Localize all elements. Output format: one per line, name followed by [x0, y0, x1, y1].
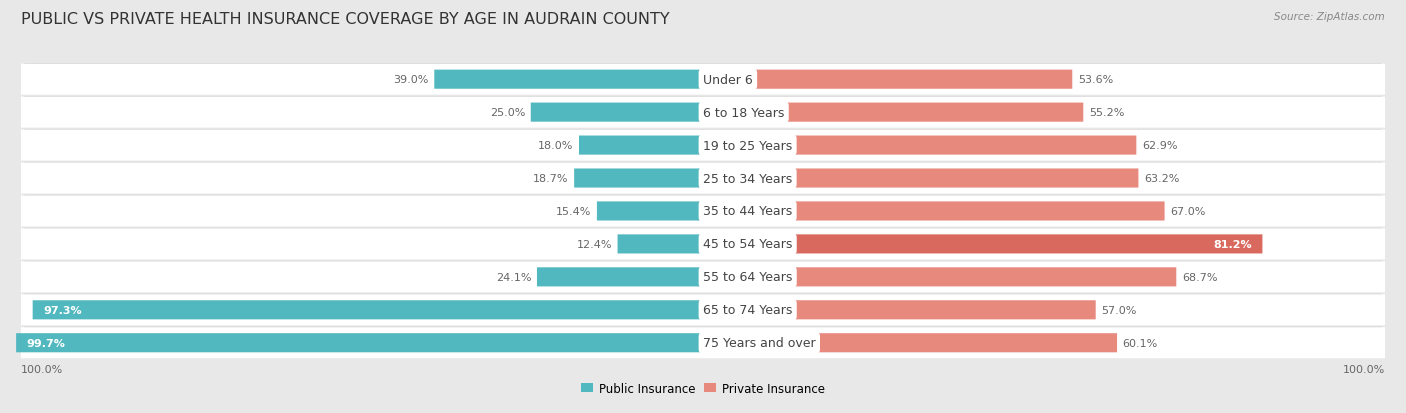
FancyBboxPatch shape — [24, 162, 1382, 193]
Text: 19 to 25 Years: 19 to 25 Years — [703, 139, 792, 152]
Text: 75 Years and over: 75 Years and over — [703, 337, 815, 349]
FancyBboxPatch shape — [21, 97, 1385, 128]
Text: Source: ZipAtlas.com: Source: ZipAtlas.com — [1274, 12, 1385, 22]
Text: 12.4%: 12.4% — [576, 239, 612, 249]
Text: 100.0%: 100.0% — [21, 364, 63, 374]
FancyBboxPatch shape — [703, 333, 1116, 352]
FancyBboxPatch shape — [24, 261, 1382, 292]
FancyBboxPatch shape — [15, 333, 703, 352]
FancyBboxPatch shape — [24, 195, 1382, 226]
FancyBboxPatch shape — [703, 301, 1095, 320]
Text: 39.0%: 39.0% — [394, 75, 429, 85]
Text: 55 to 64 Years: 55 to 64 Years — [703, 271, 793, 284]
FancyBboxPatch shape — [579, 136, 703, 155]
FancyBboxPatch shape — [21, 64, 1385, 95]
Text: 55.2%: 55.2% — [1088, 108, 1125, 118]
FancyBboxPatch shape — [531, 103, 703, 122]
FancyBboxPatch shape — [703, 136, 1136, 155]
Text: 35 to 44 Years: 35 to 44 Years — [703, 205, 792, 218]
Text: 99.7%: 99.7% — [27, 338, 65, 348]
Text: 45 to 54 Years: 45 to 54 Years — [703, 238, 793, 251]
Text: 81.2%: 81.2% — [1213, 239, 1253, 249]
FancyBboxPatch shape — [703, 169, 1139, 188]
FancyBboxPatch shape — [32, 301, 703, 320]
Text: 25.0%: 25.0% — [489, 108, 526, 118]
FancyBboxPatch shape — [434, 71, 703, 90]
FancyBboxPatch shape — [24, 64, 1382, 95]
FancyBboxPatch shape — [703, 268, 1177, 287]
FancyBboxPatch shape — [21, 262, 1385, 293]
Text: 25 to 34 Years: 25 to 34 Years — [703, 172, 792, 185]
Text: 100.0%: 100.0% — [1343, 364, 1385, 374]
FancyBboxPatch shape — [617, 235, 703, 254]
FancyBboxPatch shape — [24, 228, 1382, 259]
FancyBboxPatch shape — [537, 268, 703, 287]
FancyBboxPatch shape — [24, 294, 1382, 325]
Legend: Public Insurance, Private Insurance: Public Insurance, Private Insurance — [576, 377, 830, 399]
FancyBboxPatch shape — [703, 71, 1073, 90]
FancyBboxPatch shape — [21, 130, 1385, 161]
FancyBboxPatch shape — [703, 103, 1083, 122]
FancyBboxPatch shape — [574, 169, 703, 188]
FancyBboxPatch shape — [703, 235, 1263, 254]
FancyBboxPatch shape — [24, 327, 1382, 358]
FancyBboxPatch shape — [21, 229, 1385, 260]
Text: 18.7%: 18.7% — [533, 173, 568, 183]
FancyBboxPatch shape — [21, 163, 1385, 194]
FancyBboxPatch shape — [21, 328, 1385, 358]
Text: PUBLIC VS PRIVATE HEALTH INSURANCE COVERAGE BY AGE IN AUDRAIN COUNTY: PUBLIC VS PRIVATE HEALTH INSURANCE COVER… — [21, 12, 669, 27]
Text: Under 6: Under 6 — [703, 74, 752, 86]
Text: 97.3%: 97.3% — [44, 305, 82, 315]
Text: 6 to 18 Years: 6 to 18 Years — [703, 107, 785, 119]
Text: 62.9%: 62.9% — [1142, 141, 1177, 151]
Text: 63.2%: 63.2% — [1144, 173, 1180, 183]
Text: 65 to 74 Years: 65 to 74 Years — [703, 304, 793, 316]
Text: 67.0%: 67.0% — [1170, 206, 1205, 216]
Text: 60.1%: 60.1% — [1122, 338, 1157, 348]
FancyBboxPatch shape — [598, 202, 703, 221]
FancyBboxPatch shape — [21, 294, 1385, 325]
Text: 24.1%: 24.1% — [496, 272, 531, 282]
Text: 18.0%: 18.0% — [538, 141, 574, 151]
FancyBboxPatch shape — [24, 130, 1382, 161]
FancyBboxPatch shape — [21, 196, 1385, 227]
FancyBboxPatch shape — [24, 97, 1382, 128]
Text: 57.0%: 57.0% — [1101, 305, 1136, 315]
Text: 68.7%: 68.7% — [1182, 272, 1218, 282]
Text: 53.6%: 53.6% — [1078, 75, 1114, 85]
Text: 15.4%: 15.4% — [555, 206, 592, 216]
FancyBboxPatch shape — [703, 202, 1164, 221]
